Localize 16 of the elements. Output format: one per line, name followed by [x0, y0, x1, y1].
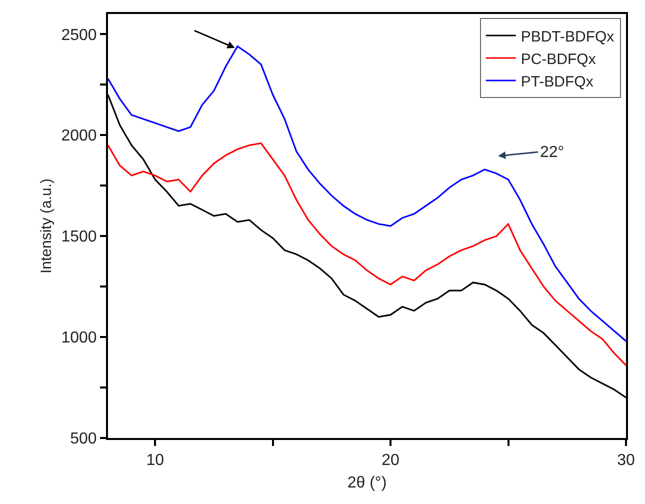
line-series	[108, 46, 626, 342]
line-series	[108, 142, 626, 366]
x-axis-title: 2θ (°)	[347, 474, 387, 492]
x-tick-label: 30	[617, 452, 635, 470]
annotation: 22°	[540, 144, 564, 161]
legend-label: PT-BDFQx	[520, 73, 594, 90]
legend-label: PC-BDFQx	[520, 50, 596, 68]
y-axis-title: Intensity (a.u.)	[38, 178, 55, 274]
x-tick-label: 20	[382, 452, 400, 470]
y-tick-label: 1500	[61, 228, 97, 246]
y-tick-label: 2000	[61, 128, 97, 145]
y-tick-label: 2500	[61, 26, 97, 44]
y-tick-label: 1000	[61, 330, 97, 347]
x-tick-label: 10	[146, 452, 164, 470]
y-tick-label: 500	[70, 430, 97, 448]
legend-label: PBDT-BDFQx	[520, 28, 615, 46]
